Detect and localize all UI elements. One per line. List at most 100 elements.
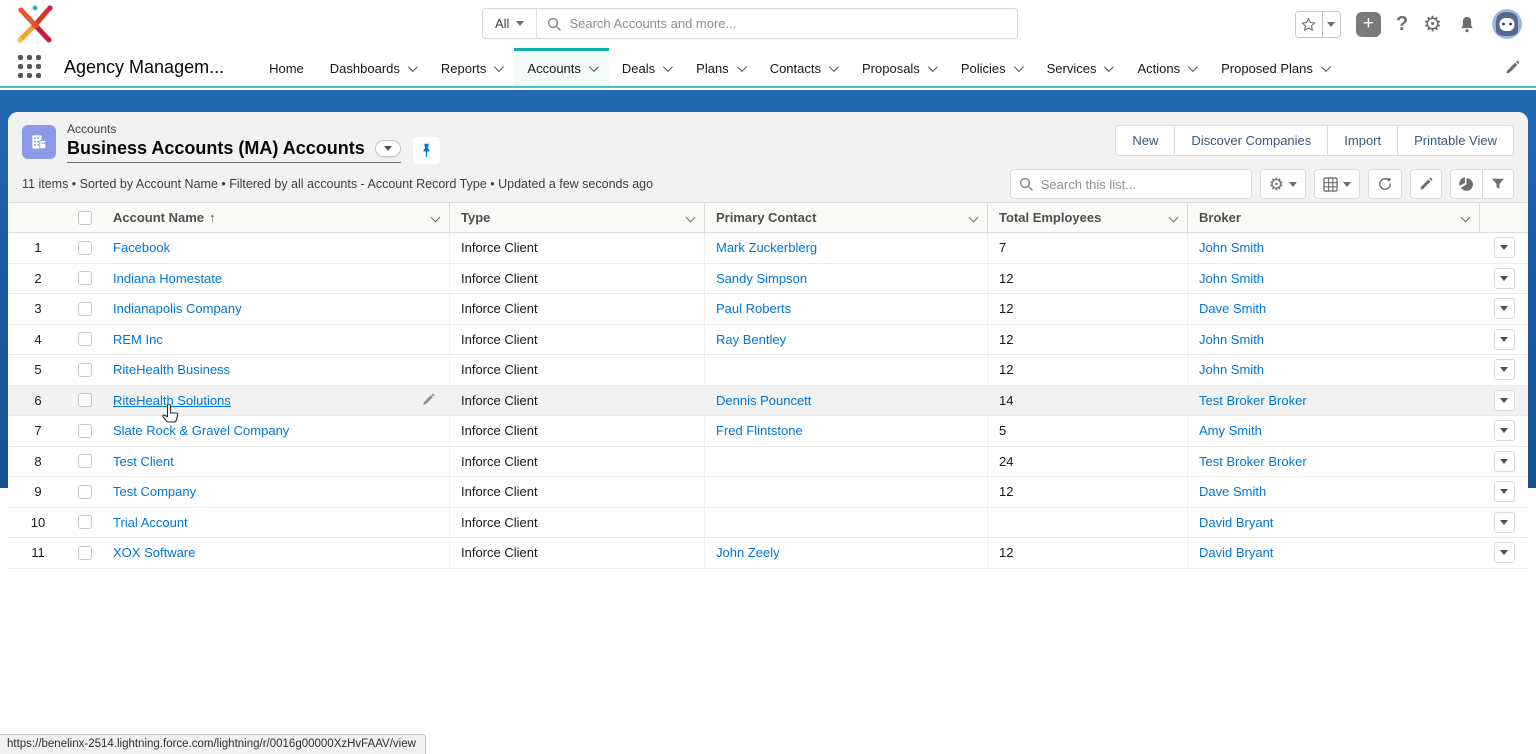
row-actions-button[interactable] bbox=[1494, 268, 1515, 289]
chevron-down-icon[interactable] bbox=[829, 62, 839, 72]
inline-edit-button[interactable] bbox=[1410, 169, 1442, 199]
chevron-down-icon[interactable] bbox=[928, 62, 938, 72]
chevron-down-icon[interactable] bbox=[1169, 213, 1179, 223]
broker-link[interactable]: John Smith bbox=[1199, 362, 1264, 377]
broker-link[interactable]: Test Broker Broker bbox=[1199, 393, 1307, 408]
account-name-link[interactable]: Test Client bbox=[113, 454, 174, 469]
broker-link[interactable]: John Smith bbox=[1199, 271, 1264, 286]
global-add-button[interactable]: + bbox=[1356, 12, 1381, 37]
table-row[interactable]: 7 Slate Rock & Gravel Company Inforce Cl… bbox=[8, 416, 1528, 447]
table-row[interactable]: 10 Trial Account Inforce Client David Br… bbox=[8, 508, 1528, 539]
account-name-link[interactable]: Test Company bbox=[113, 484, 196, 499]
table-row[interactable]: 5 RiteHealth Business Inforce Client 12 … bbox=[8, 355, 1528, 386]
nav-tab-home[interactable]: Home bbox=[256, 48, 317, 86]
row-checkbox[interactable] bbox=[78, 454, 92, 468]
column-header-broker[interactable]: Broker bbox=[1188, 203, 1480, 232]
display-as-button[interactable] bbox=[1314, 169, 1360, 199]
filter-button[interactable] bbox=[1482, 169, 1514, 199]
row-actions-button[interactable] bbox=[1494, 512, 1515, 533]
chevron-down-icon[interactable] bbox=[431, 213, 441, 223]
inline-edit-pencil-icon[interactable] bbox=[422, 393, 435, 409]
new-button[interactable]: New bbox=[1115, 125, 1175, 156]
list-view-selector-button[interactable] bbox=[375, 140, 401, 157]
broker-link[interactable]: John Smith bbox=[1199, 240, 1264, 255]
primary-contact-link[interactable]: Paul Roberts bbox=[716, 301, 791, 316]
row-checkbox[interactable] bbox=[78, 241, 92, 255]
broker-link[interactable]: David Bryant bbox=[1199, 515, 1273, 530]
user-avatar[interactable] bbox=[1492, 9, 1522, 39]
chevron-down-icon[interactable] bbox=[1104, 62, 1114, 72]
help-icon[interactable]: ? bbox=[1396, 13, 1408, 36]
chevron-down-icon[interactable] bbox=[969, 213, 979, 223]
table-row[interactable]: 9 Test Company Inforce Client 12 Dave Sm… bbox=[8, 477, 1528, 508]
chevron-down-icon[interactable] bbox=[1461, 213, 1471, 223]
favorites-dropdown-button[interactable] bbox=[1323, 12, 1340, 37]
nav-tab-dashboards[interactable]: Dashboards bbox=[317, 48, 428, 86]
account-name-link[interactable]: Slate Rock & Gravel Company bbox=[113, 423, 289, 438]
nav-tab-plans[interactable]: Plans bbox=[683, 48, 757, 86]
select-all-checkbox[interactable] bbox=[78, 211, 92, 225]
broker-link[interactable]: Amy Smith bbox=[1199, 423, 1262, 438]
nav-tab-proposed-plans[interactable]: Proposed Plans bbox=[1208, 48, 1341, 86]
row-actions-button[interactable] bbox=[1494, 359, 1515, 380]
column-header-primary-contact[interactable]: Primary Contact bbox=[705, 203, 988, 232]
app-launcher-icon[interactable] bbox=[18, 55, 42, 79]
nav-tab-deals[interactable]: Deals bbox=[609, 48, 683, 86]
printable-view-button[interactable]: Printable View bbox=[1397, 125, 1514, 156]
primary-contact-link[interactable]: Sandy Simpson bbox=[716, 271, 807, 286]
edit-nav-pencil-icon[interactable] bbox=[1505, 60, 1520, 75]
list-search-input[interactable] bbox=[1010, 169, 1252, 199]
row-checkbox[interactable] bbox=[78, 302, 92, 316]
nav-tab-services[interactable]: Services bbox=[1034, 48, 1125, 86]
nav-tab-accounts[interactable]: Accounts bbox=[514, 48, 608, 86]
chevron-down-icon[interactable] bbox=[589, 62, 599, 72]
column-header-type[interactable]: Type bbox=[450, 203, 705, 232]
table-row[interactable]: 1 Facebook Inforce Client Mark Zuckerble… bbox=[8, 233, 1528, 264]
chevron-down-icon[interactable] bbox=[686, 213, 696, 223]
chevron-down-icon[interactable] bbox=[737, 62, 747, 72]
account-name-link[interactable]: Facebook bbox=[113, 240, 170, 255]
account-name-link[interactable]: RiteHealth Solutions bbox=[113, 393, 231, 408]
row-actions-button[interactable] bbox=[1494, 481, 1515, 502]
account-name-link[interactable]: RiteHealth Business bbox=[113, 362, 230, 377]
row-actions-button[interactable] bbox=[1494, 298, 1515, 319]
primary-contact-link[interactable]: Fred Flintstone bbox=[716, 423, 803, 438]
setup-gear-icon[interactable]: ⚙ bbox=[1423, 14, 1442, 35]
nav-tab-contacts[interactable]: Contacts bbox=[757, 48, 849, 86]
list-view-controls-button[interactable]: ⚙ bbox=[1260, 169, 1306, 199]
refresh-button[interactable] bbox=[1368, 169, 1402, 199]
chevron-down-icon[interactable] bbox=[1014, 62, 1024, 72]
row-checkbox[interactable] bbox=[78, 424, 92, 438]
row-actions-button[interactable] bbox=[1494, 237, 1515, 258]
chevron-down-icon[interactable] bbox=[663, 62, 673, 72]
row-actions-button[interactable] bbox=[1494, 542, 1515, 563]
chevron-down-icon[interactable] bbox=[1321, 62, 1331, 72]
account-name-link[interactable]: XOX Software bbox=[113, 545, 195, 560]
table-row[interactable]: 2 Indiana Homestate Inforce Client Sandy… bbox=[8, 264, 1528, 295]
table-row[interactable]: 6 RiteHealth Solutions Inforce Client De… bbox=[8, 386, 1528, 417]
chevron-down-icon[interactable] bbox=[408, 62, 418, 72]
row-checkbox[interactable] bbox=[78, 393, 92, 407]
column-header-total-employees[interactable]: Total Employees bbox=[988, 203, 1188, 232]
table-row[interactable]: 8 Test Client Inforce Client 24 Test Bro… bbox=[8, 447, 1528, 478]
primary-contact-link[interactable]: Dennis Pouncett bbox=[716, 393, 811, 408]
nav-tab-actions[interactable]: Actions bbox=[1124, 48, 1208, 86]
discover-companies-button[interactable]: Discover Companies bbox=[1174, 125, 1328, 156]
search-scope-selector[interactable]: All bbox=[483, 9, 537, 38]
nav-tab-reports[interactable]: Reports bbox=[428, 48, 515, 86]
row-checkbox[interactable] bbox=[78, 515, 92, 529]
chevron-down-icon[interactable] bbox=[494, 62, 504, 72]
broker-link[interactable]: David Bryant bbox=[1199, 545, 1273, 560]
charts-button[interactable] bbox=[1450, 169, 1483, 199]
account-name-link[interactable]: Indiana Homestate bbox=[113, 271, 222, 286]
notifications-bell-icon[interactable] bbox=[1457, 14, 1477, 35]
row-checkbox[interactable] bbox=[78, 546, 92, 560]
account-name-link[interactable]: REM Inc bbox=[113, 332, 163, 347]
broker-link[interactable]: Dave Smith bbox=[1199, 484, 1266, 499]
table-row[interactable]: 3 Indianapolis Company Inforce Client Pa… bbox=[8, 294, 1528, 325]
row-checkbox[interactable] bbox=[78, 271, 92, 285]
chevron-down-icon[interactable] bbox=[1188, 62, 1198, 72]
favorite-star-icon[interactable] bbox=[1296, 12, 1323, 37]
row-actions-button[interactable] bbox=[1494, 451, 1515, 472]
row-checkbox[interactable] bbox=[78, 485, 92, 499]
